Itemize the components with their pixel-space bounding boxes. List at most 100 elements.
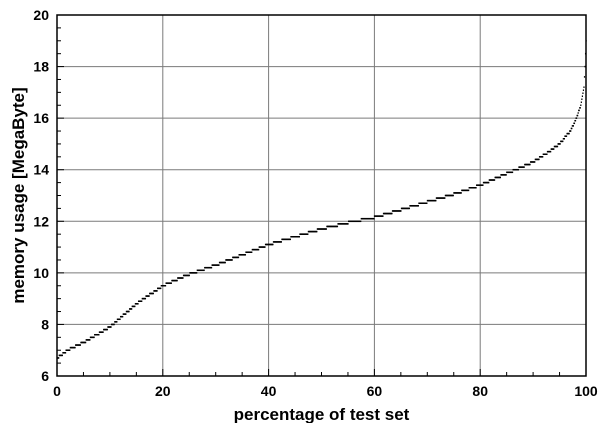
data-point xyxy=(534,161,536,163)
data-point xyxy=(131,308,133,310)
data-point xyxy=(298,236,300,238)
data-point xyxy=(251,251,253,253)
data-point xyxy=(141,300,143,302)
data-point xyxy=(307,233,309,235)
data-point xyxy=(582,92,584,94)
data-point xyxy=(316,230,318,233)
data-point xyxy=(400,210,402,212)
data-point xyxy=(110,326,112,328)
data-point xyxy=(556,145,559,148)
data-point xyxy=(170,282,172,284)
x-tick-label: 80 xyxy=(472,383,488,399)
data-point xyxy=(559,143,561,145)
data-point xyxy=(74,346,76,349)
y-tick-label: 20 xyxy=(33,7,49,23)
data-point xyxy=(553,148,555,150)
data-point xyxy=(373,217,375,220)
data-point xyxy=(584,65,586,68)
data-point xyxy=(188,274,190,277)
x-tick-label: 20 xyxy=(155,383,171,399)
data-point xyxy=(289,238,291,241)
data-point xyxy=(336,225,339,228)
data-point xyxy=(550,150,552,153)
data-point xyxy=(573,122,576,125)
data-point xyxy=(568,132,570,135)
data-point xyxy=(563,138,566,140)
data-point xyxy=(583,76,586,78)
data-point xyxy=(102,331,104,333)
data-point xyxy=(460,192,462,194)
data-point xyxy=(426,202,428,204)
data-point xyxy=(148,295,150,297)
data-point xyxy=(134,305,136,308)
data-point xyxy=(475,187,477,189)
data-point xyxy=(182,277,184,279)
data-point xyxy=(106,328,108,331)
data-point xyxy=(468,189,470,192)
data-point xyxy=(493,179,496,181)
data-point xyxy=(176,279,178,282)
y-tick-label: 12 xyxy=(33,213,49,229)
data-point xyxy=(237,256,240,259)
data-point xyxy=(347,223,349,225)
x-tick-label: 40 xyxy=(261,383,277,399)
data-point xyxy=(231,259,233,261)
data-point xyxy=(325,228,327,230)
data-point xyxy=(58,357,60,359)
data-point xyxy=(499,176,502,179)
data-point xyxy=(218,264,220,266)
data-point xyxy=(562,140,564,143)
x-tick-label: 100 xyxy=(574,383,598,399)
data-point xyxy=(64,352,67,354)
data-point xyxy=(391,212,393,215)
data-point xyxy=(582,89,585,91)
data-point xyxy=(128,310,130,313)
plot-frame xyxy=(56,14,587,377)
data-point xyxy=(577,114,579,117)
data-point xyxy=(144,297,147,300)
data-point xyxy=(69,349,71,351)
y-tick-label: 14 xyxy=(33,162,49,178)
data-point xyxy=(542,156,544,158)
axis-ticks: 0 20 40 60 80 100 6 8 10 12 14 16 18 20 xyxy=(33,7,597,399)
data-point xyxy=(511,171,514,174)
data-point xyxy=(119,318,121,321)
data-point xyxy=(505,174,507,176)
y-tick-label: 6 xyxy=(41,368,49,384)
data-point xyxy=(571,127,573,130)
data-points xyxy=(56,40,587,359)
data-point xyxy=(280,241,282,243)
data-point xyxy=(272,243,274,246)
data-point xyxy=(575,117,578,119)
data-point xyxy=(244,254,247,256)
data-point xyxy=(581,95,583,97)
data-point xyxy=(580,104,582,106)
data-point xyxy=(61,354,63,357)
data-point xyxy=(113,323,115,326)
data-point xyxy=(583,86,585,88)
data-point xyxy=(577,112,579,114)
data-point xyxy=(444,197,446,199)
data-point xyxy=(125,313,127,315)
data-point xyxy=(572,125,575,127)
data-point xyxy=(79,344,81,346)
data-point xyxy=(578,109,580,112)
data-point xyxy=(408,207,411,210)
data-point xyxy=(488,181,490,184)
data-point xyxy=(122,315,124,318)
data-point xyxy=(435,199,437,202)
y-tick-label: 8 xyxy=(41,316,49,332)
data-point xyxy=(452,194,454,197)
data-point xyxy=(210,266,213,269)
y-tick-label: 10 xyxy=(33,265,49,281)
data-point xyxy=(382,215,384,217)
data-point xyxy=(570,130,572,132)
data-point xyxy=(574,119,577,122)
data-point xyxy=(360,220,362,223)
data-point xyxy=(523,166,525,168)
data-point xyxy=(203,269,205,272)
data-point xyxy=(264,246,266,248)
data-point xyxy=(152,292,154,295)
data-point xyxy=(482,184,484,186)
